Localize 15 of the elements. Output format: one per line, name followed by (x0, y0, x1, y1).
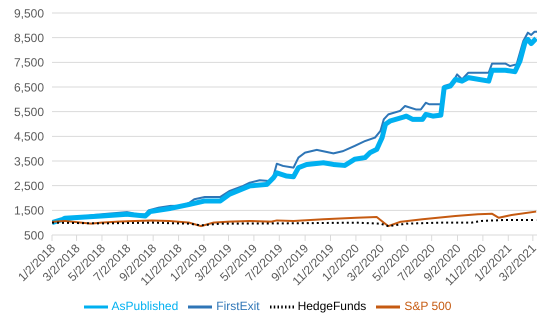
y-tick-label: 6,500 (14, 80, 44, 94)
y-tick-label: 9,500 (14, 6, 44, 20)
y-tick-label: 1,500 (14, 204, 44, 218)
y-tick-label: 4,500 (14, 130, 44, 144)
y-tick-label: 2,500 (14, 178, 44, 193)
legend-label: AsPublished (112, 299, 178, 314)
y-tick-label: 500 (24, 228, 44, 242)
legend-label: FirstExit (216, 299, 260, 314)
y-tick-label: 7,500 (14, 56, 44, 70)
y-tick-label: 5,500 (14, 104, 44, 119)
legend-label: S&P 500 (404, 299, 452, 314)
y-tick-label: 8,500 (14, 30, 44, 45)
y-tick-label: 3,500 (14, 154, 44, 168)
line-series (52, 210, 537, 228)
legend-label: HedgeFunds (298, 299, 366, 314)
